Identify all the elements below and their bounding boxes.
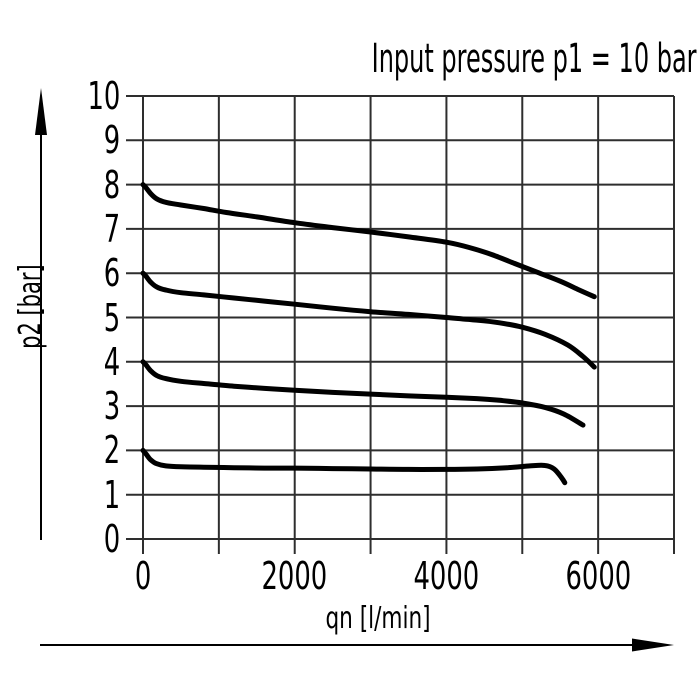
curve-4bar [140, 359, 586, 428]
y-tick-label-text: 8 [103, 162, 120, 207]
x-axis-label-text: qn [l/min] [325, 601, 431, 636]
x-tick-label-6000: 6000 [518, 557, 678, 595]
y-tick-label-text: 7 [103, 206, 120, 251]
y-tick-label-3: 3 [96, 387, 120, 425]
y-axis-label-text: p2 [bar] [13, 264, 48, 350]
y-tick-label-text: 10 [87, 74, 120, 118]
y-tick-label-10: 10 [72, 77, 120, 115]
y-tick-label-text: 9 [103, 118, 120, 163]
chart-title: Input pressure p1 = 10 bar [155, 38, 697, 80]
x-tick-label-4000: 4000 [366, 557, 526, 595]
x-tick-label-2000: 2000 [215, 557, 375, 595]
y-tick-label-4: 4 [96, 343, 120, 381]
x-tick-label-text: 0 [134, 554, 152, 598]
x-axis-arrow-head [632, 638, 674, 652]
x-tick-label-text: 6000 [565, 554, 632, 598]
y-tick-label-text: 5 [103, 295, 120, 340]
y-tick-label-7: 7 [96, 210, 120, 248]
y-tick-label-text: 4 [103, 339, 120, 384]
x-tick-label-text: 2000 [261, 554, 328, 598]
curve-2bar [140, 447, 568, 486]
y-tick-label-text: 0 [103, 517, 120, 561]
curve-6bar [140, 270, 597, 370]
y-tick-label-text: 1 [103, 472, 120, 517]
chart-title-text: Input pressure p1 = 10 bar [372, 36, 697, 82]
y-tick-label-5: 5 [96, 299, 120, 337]
x-tick-label-text: 4000 [413, 554, 480, 598]
y-tick-label-6: 6 [96, 254, 120, 292]
y-tick-label-9: 9 [96, 121, 120, 159]
y-tick-label-text: 2 [103, 428, 120, 473]
y-tick-label-1: 1 [96, 476, 120, 514]
y-tick-label-0: 0 [96, 520, 120, 558]
y-tick-label-2: 2 [96, 431, 120, 469]
y-tick-label-text: 6 [103, 251, 120, 296]
y-tick-label-text: 3 [103, 384, 120, 429]
x-tick-label-0: 0 [63, 557, 223, 595]
curve-8bar [140, 182, 597, 300]
y-tick-label-8: 8 [96, 166, 120, 204]
y-axis-arrow-head [35, 88, 47, 135]
x-axis-label: qn [l/min] [228, 603, 528, 635]
y-axis-label: p2 [bar] [13, 187, 49, 427]
